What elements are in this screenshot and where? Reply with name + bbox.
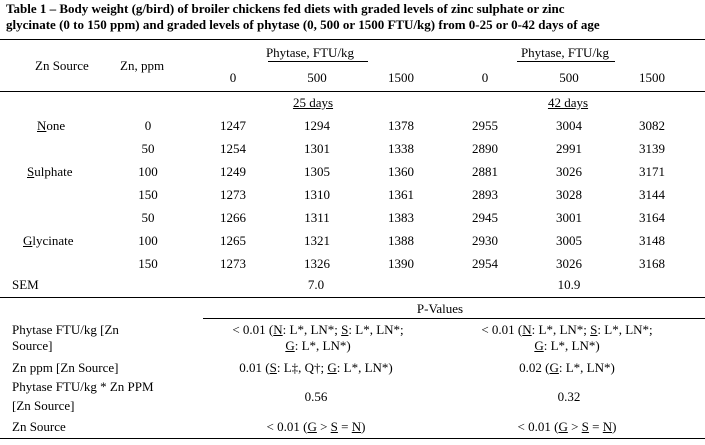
p-row-znsource-label: Zn Source [12, 419, 66, 434]
header-zn-source: Zn Source [35, 58, 89, 73]
p-row-interaction-label-2: [Zn Source] [12, 398, 75, 413]
row-5-cell-4: 3005 [556, 233, 582, 248]
row-2-cell-0: 1249 [220, 164, 246, 179]
row-0-cell-3: 2955 [472, 118, 498, 133]
header-phytase-left: Phytase, FTU/kg [265, 45, 355, 60]
pvalues-header: P-Values [416, 301, 464, 316]
row-5-cell-5: 3148 [639, 233, 665, 248]
row-2-cell-2: 1360 [388, 164, 414, 179]
p-row-phytase-label-2: Source] [12, 338, 53, 353]
p-row-znppm-label: Zn ppm [Zn Source] [12, 360, 119, 375]
row-1-zn-ppm: 50 [141, 141, 155, 156]
row-4-cell-2: 1383 [388, 210, 414, 225]
header-zn-ppm: Zn, ppm [120, 58, 165, 73]
row-3-cell-3: 2893 [472, 187, 498, 202]
title-line-2: glycinate (0 to 150 ppm) and graded leve… [6, 17, 600, 32]
p-interaction-42: 0.32 [557, 389, 581, 404]
rule-phytase-right [517, 61, 615, 62]
row-0-cell-5: 3082 [639, 118, 665, 133]
row-4-cell-1: 1311 [304, 210, 330, 225]
header-phytase-500-right: 500 [559, 70, 579, 85]
rule-bottom [0, 438, 705, 439]
header-phytase-1500-left: 1500 [388, 70, 414, 85]
rule-sem [0, 297, 705, 298]
row-1-cell-2: 1338 [388, 141, 414, 156]
p-phytase-42-line-2: G: L*, LN*) [534, 338, 600, 353]
row-5-zn-ppm: 100 [138, 233, 158, 248]
p-phytase-25-line-2: G: L*, LN*) [285, 338, 351, 353]
row-1-cell-0: 1254 [220, 141, 246, 156]
p-phytase-42-line-1: < 0.01 (N: L*, LN*; S: L*, LN*; [481, 322, 653, 337]
row-3-zn-ppm: 150 [138, 187, 158, 202]
row-3-cell-2: 1361 [388, 187, 414, 202]
p-znsource-25: < 0.01 (G > S = N) [266, 419, 366, 434]
p-interaction-25: 0.56 [304, 389, 328, 404]
rule-phytase-left [268, 61, 368, 62]
row-6-cell-1: 1326 [304, 256, 330, 271]
p-row-interaction-label-1: Phytase FTU/kg * Zn PPM [12, 379, 154, 394]
row-4-zn-ppm: 50 [141, 210, 155, 225]
row-3-cell-0: 1273 [220, 187, 246, 202]
row-4-cell-0: 1266 [220, 210, 246, 225]
row-2-cell-5: 3171 [639, 164, 665, 179]
row-1-cell-4: 2991 [556, 141, 582, 156]
row-1-cell-3: 2890 [472, 141, 498, 156]
group-sulphate: Sulphate [27, 164, 73, 179]
header-phytase-1500-right: 1500 [639, 70, 665, 85]
header-phytase-500-left: 500 [307, 70, 327, 85]
row-1-cell-5: 3139 [639, 141, 665, 156]
sem-42-days: 10.9 [557, 277, 581, 292]
rule-header [0, 91, 705, 92]
row-0-cell-0: 1247 [220, 118, 246, 133]
title-line-1: Table 1 – Body weight (g/bird) of broile… [6, 1, 565, 16]
row-1-cell-1: 1301 [304, 141, 330, 156]
row-5-cell-3: 2930 [472, 233, 498, 248]
p-znppm-42: 0.02 (G: L*, LN*) [519, 360, 615, 375]
row-5-cell-2: 1388 [388, 233, 414, 248]
group-glycinate: Glycinate [23, 233, 74, 248]
group-none: None [37, 118, 66, 133]
row-4-cell-5: 3164 [639, 210, 665, 225]
row-6-cell-2: 1390 [388, 256, 414, 271]
row-6-cell-0: 1273 [220, 256, 246, 271]
period-42-days: 42 days [547, 95, 589, 110]
rule-top [0, 39, 705, 40]
row-0-cell-2: 1378 [388, 118, 414, 133]
row-2-cell-3: 2881 [472, 164, 498, 179]
row-2-zn-ppm: 100 [138, 164, 158, 179]
row-3-cell-4: 3028 [556, 187, 582, 202]
row-0-cell-1: 1294 [304, 118, 330, 133]
header-phytase-right: Phytase, FTU/kg [520, 45, 610, 60]
p-znsource-42: < 0.01 (G > S = N) [517, 419, 617, 434]
row-4-cell-3: 2945 [472, 210, 498, 225]
row-6-cell-4: 3026 [556, 256, 582, 271]
sem-label: SEM [12, 277, 39, 292]
sem-25-days: 7.0 [307, 277, 325, 292]
header-phytase-0-left: 0 [229, 70, 237, 85]
row-0-cell-4: 3004 [556, 118, 582, 133]
row-5-cell-0: 1265 [220, 233, 246, 248]
row-0-zn-ppm: 0 [144, 118, 152, 133]
row-2-cell-4: 3026 [556, 164, 582, 179]
row-6-cell-5: 3168 [639, 256, 665, 271]
rule-pvalues [203, 318, 705, 319]
row-4-cell-4: 3001 [556, 210, 582, 225]
row-3-cell-5: 3144 [639, 187, 665, 202]
header-phytase-0-right: 0 [481, 70, 489, 85]
row-6-cell-3: 2954 [472, 256, 498, 271]
row-3-cell-1: 1310 [304, 187, 330, 202]
p-znppm-25: 0.01 (S: L‡, Q†; G: L*, LN*) [239, 360, 393, 375]
p-row-phytase-label-1: Phytase FTU/kg [Zn [12, 322, 119, 337]
row-6-zn-ppm: 150 [138, 256, 158, 271]
p-phytase-25-line-1: < 0.01 (N: L*, LN*; S: L*, LN*; [232, 322, 404, 337]
row-2-cell-1: 1305 [304, 164, 330, 179]
period-25-days: 25 days [292, 95, 334, 110]
row-5-cell-1: 1321 [304, 233, 330, 248]
